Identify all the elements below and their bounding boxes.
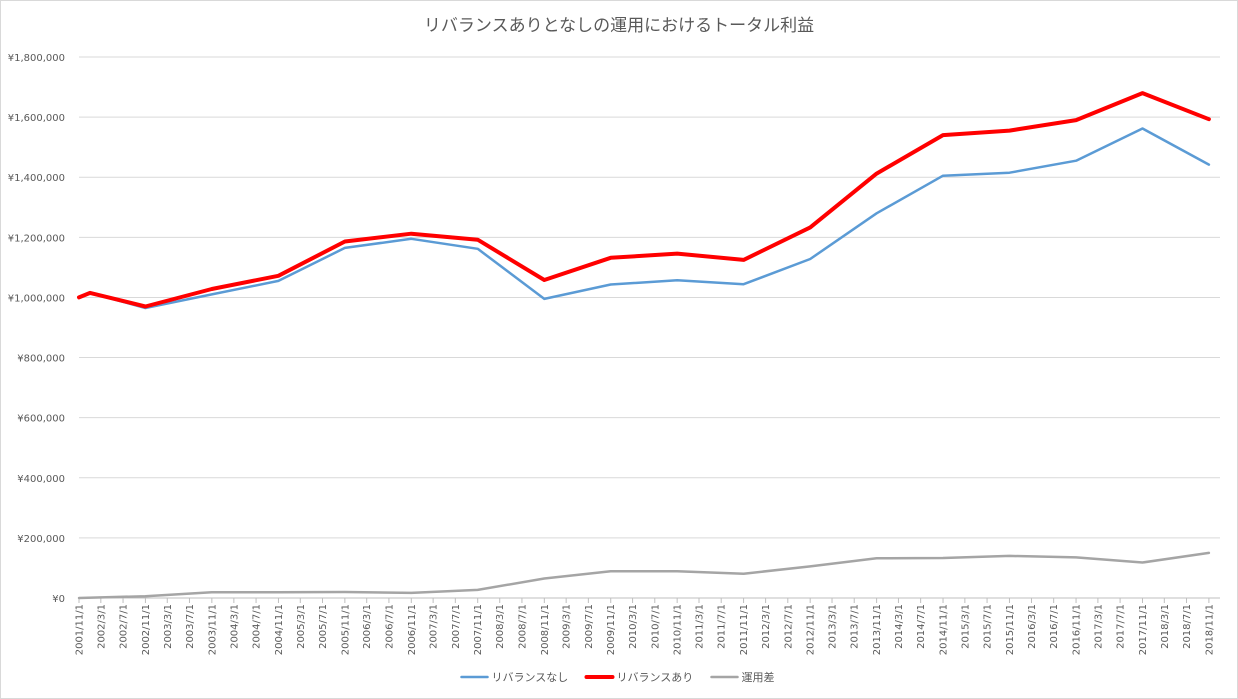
x-tick-label: 2013/3/1	[828, 604, 839, 649]
x-tick-label: 2011/11/1	[739, 604, 750, 655]
x-tick-label: 2010/11/1	[673, 604, 684, 655]
x-tick-label: 2006/7/1	[384, 604, 395, 649]
x-tick-label: 2017/11/1	[1138, 604, 1149, 655]
x-tick-label: 2006/11/1	[407, 604, 418, 655]
series-line	[77, 127, 1211, 310]
legend: リバランスなし リバランスあり 運用差	[460, 670, 775, 684]
x-tick-label: 2005/3/1	[296, 604, 307, 649]
x-tick-label: 2012/11/1	[806, 604, 817, 655]
legend-label: 運用差	[742, 670, 775, 684]
x-tick-label: 2004/11/1	[274, 604, 285, 655]
x-tick-label: 2003/3/1	[163, 604, 174, 649]
x-tick-label: 2007/11/1	[473, 604, 484, 655]
x-tick-label: 2012/7/1	[783, 604, 794, 649]
x-tick-label: 2015/3/1	[960, 604, 971, 649]
series-lines	[77, 91, 1211, 600]
x-tick-label: 2005/11/1	[340, 604, 351, 655]
x-tick-label: 2009/11/1	[606, 604, 617, 655]
x-tick-label: 2015/11/1	[1005, 604, 1016, 655]
x-axis-tick-labels: 2001/11/1 2002/3/1 2002/7/1 2002/11/1 2003/3…	[75, 604, 1216, 655]
x-tick-label: 2003/11/1	[207, 604, 218, 655]
x-tick-label: 2009/7/1	[584, 604, 595, 649]
x-tick-label: 2007/3/1	[429, 604, 440, 649]
y-tick-label: ¥800,000	[17, 354, 65, 365]
x-tick-label: 2006/3/1	[362, 604, 373, 649]
x-tick-label: 2002/7/1	[119, 604, 130, 649]
x-tick-label: 2004/3/1	[229, 604, 240, 649]
x-tick-label: 2014/11/1	[939, 604, 950, 655]
x-tick-label: 2011/7/1	[717, 604, 728, 649]
x-tick-label: 2009/3/1	[562, 604, 573, 649]
legend-label: リバランスなし	[492, 671, 569, 684]
x-tick-label: 2012/3/1	[761, 604, 772, 649]
y-tick-label: ¥1,200,000	[8, 233, 65, 244]
x-tick-label: 2010/7/1	[650, 604, 661, 649]
x-tick-label: 2014/3/1	[894, 604, 905, 649]
x-tick-label: 2015/7/1	[983, 604, 994, 649]
y-tick-label: ¥1,600,000	[8, 113, 65, 124]
x-tick-label: 2008/7/1	[517, 604, 528, 649]
x-tick-label: 2007/7/1	[451, 604, 462, 649]
chart-title: リバランスありとなしの運用におけるトータル利益	[424, 16, 814, 36]
x-tick-label: 2018/7/1	[1182, 604, 1193, 649]
x-tick-label: 2002/11/1	[141, 604, 152, 655]
y-tick-label: ¥1,800,000	[8, 53, 65, 64]
x-tick-label: 2004/7/1	[252, 604, 263, 649]
x-tick-label: 2018/11/1	[1204, 604, 1215, 655]
y-tick-label: ¥400,000	[17, 474, 65, 485]
x-tick-label: 2002/3/1	[96, 604, 107, 649]
x-tick-label: 2016/7/1	[1049, 604, 1060, 649]
x-tick-label: 2017/7/1	[1116, 604, 1127, 649]
x-tick-label: 2013/7/1	[850, 604, 861, 649]
x-tick-label: 2003/7/1	[185, 604, 196, 649]
y-tick-label: ¥600,000	[17, 414, 65, 425]
y-tick-label: ¥200,000	[17, 534, 65, 545]
y-tick-label: ¥1,400,000	[8, 173, 65, 184]
x-tick-label: 2018/3/1	[1160, 604, 1171, 649]
x-tick-label: 2017/3/1	[1093, 604, 1104, 649]
x-tick-label: 2014/7/1	[916, 604, 927, 649]
x-tick-label: 2010/3/1	[628, 604, 639, 649]
y-axis-tick-labels: ¥0 ¥200,000 ¥400,000 ¥600,000 ¥800,000 ¥1,000…	[8, 53, 65, 605]
x-tick-label: 2013/11/1	[872, 604, 883, 655]
y-tick-label: ¥0	[52, 594, 65, 605]
series-line	[77, 91, 1211, 309]
series-line	[77, 551, 1211, 600]
x-tick-label: 2016/3/1	[1027, 604, 1038, 649]
x-tick-label: 2016/11/1	[1072, 604, 1083, 655]
legend-label: リバランスあり	[617, 671, 694, 684]
x-tick-label: 2011/3/1	[694, 604, 705, 649]
x-tick-label: 2008/11/1	[540, 604, 551, 655]
x-tick-label: 2008/3/1	[495, 604, 506, 649]
gridlines	[78, 56, 1220, 603]
x-tick-label: 2001/11/1	[75, 604, 86, 655]
y-tick-label: ¥1,000,000	[8, 293, 65, 304]
x-tick-label: 2005/7/1	[318, 604, 329, 649]
